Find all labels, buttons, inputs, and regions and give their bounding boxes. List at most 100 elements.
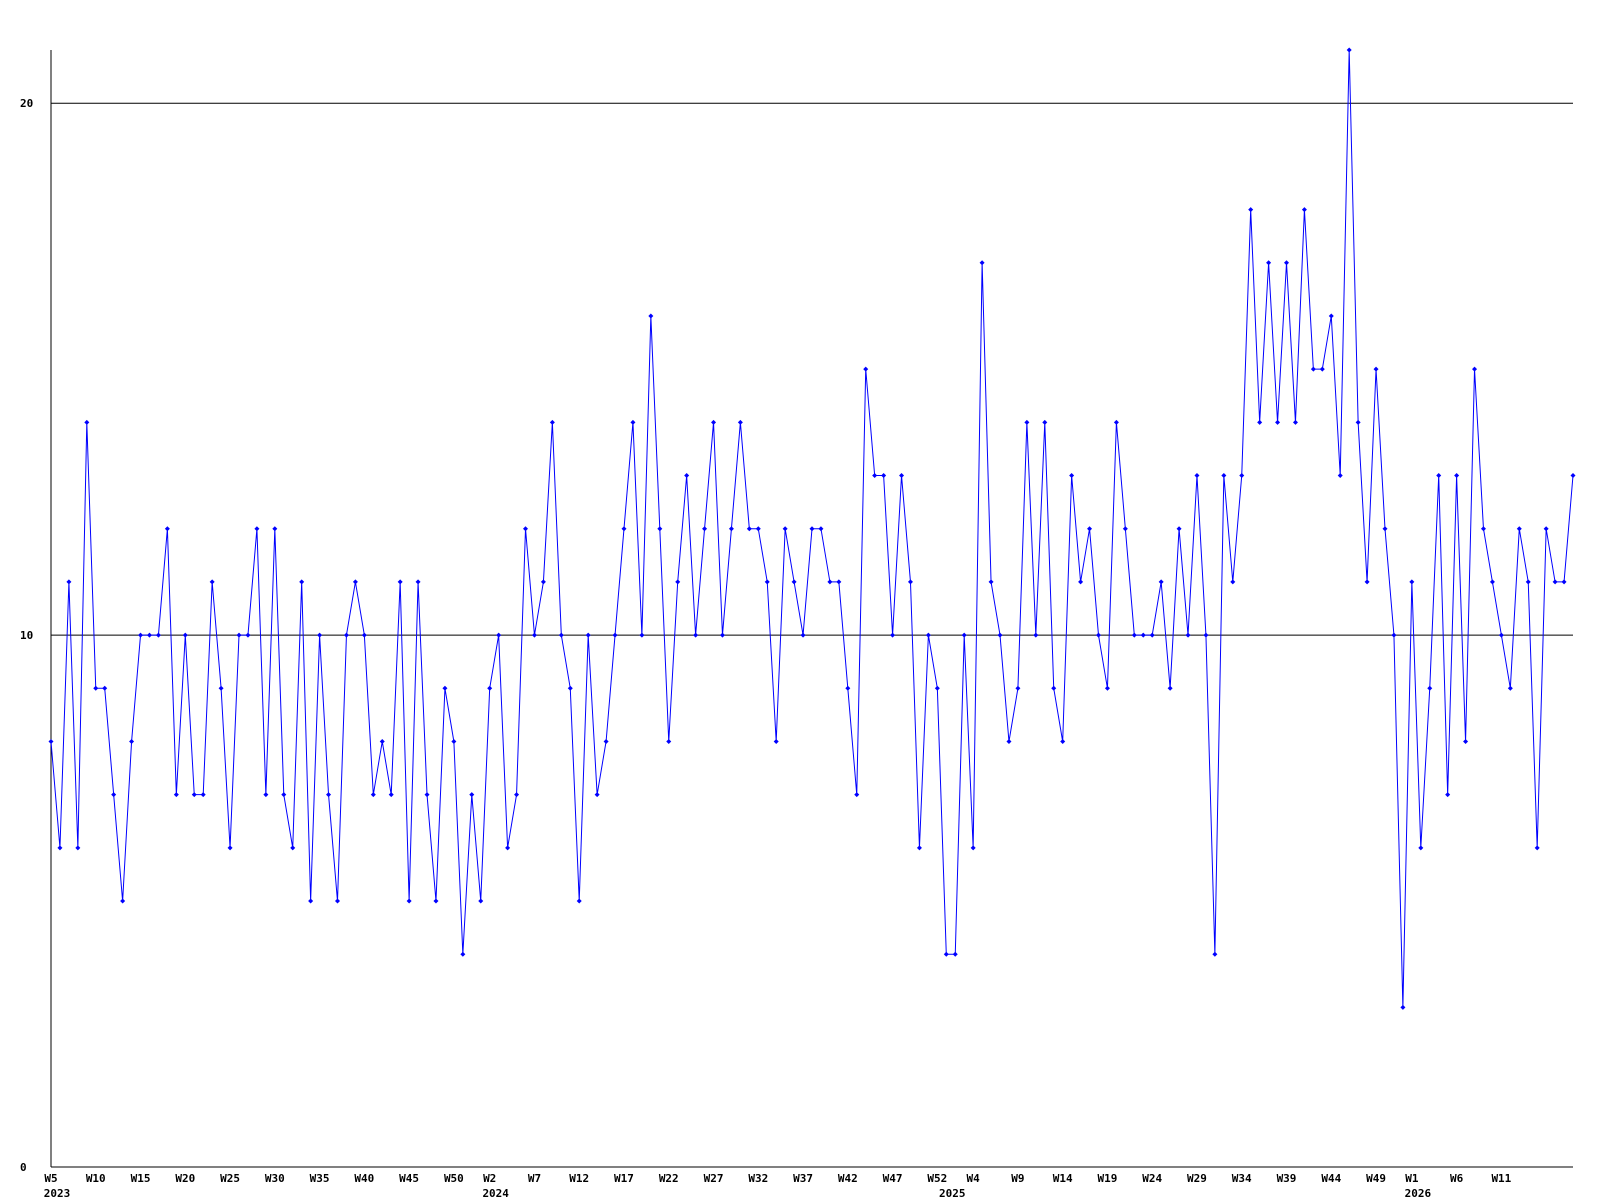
data-point [245, 632, 251, 638]
data-point [603, 738, 609, 744]
data-point [1051, 685, 1057, 691]
data-point [1337, 473, 1343, 479]
data-point [1122, 526, 1128, 532]
x-year-label: 2023 [44, 1187, 71, 1200]
x-tick-label: W17 [614, 1172, 634, 1185]
x-tick-label: W14 [1053, 1172, 1073, 1185]
data-point [711, 419, 717, 425]
x-tick-label: W50 [444, 1172, 464, 1185]
data-point [1239, 473, 1245, 479]
data-point [693, 632, 699, 638]
data-point [881, 473, 887, 479]
data-point [970, 845, 976, 851]
data-point [1042, 419, 1048, 425]
data-point [1230, 579, 1236, 585]
x-tick-label: W12 [569, 1172, 589, 1185]
data-point [496, 632, 502, 638]
x-tick-label: W19 [1098, 1172, 1118, 1185]
data-point [1454, 473, 1460, 479]
y-tick-label: 10 [20, 629, 33, 642]
data-point [1427, 685, 1433, 691]
x-year-label: 2024 [482, 1187, 509, 1200]
data-point [388, 792, 394, 798]
data-point [836, 579, 842, 585]
data-point [397, 579, 403, 585]
data-point [487, 685, 493, 691]
data-point [146, 632, 152, 638]
data-point [93, 685, 99, 691]
data-point [1024, 419, 1030, 425]
data-point [1248, 207, 1254, 213]
data-point [236, 632, 242, 638]
data-point [1391, 632, 1397, 638]
data-point [558, 632, 564, 638]
data-point [997, 632, 1003, 638]
data-point [1015, 685, 1021, 691]
data-point [343, 632, 349, 638]
data-point [657, 526, 663, 532]
data-point [1534, 845, 1540, 851]
data-point [773, 738, 779, 744]
data-point [943, 951, 949, 957]
data-point [263, 792, 269, 798]
data-point [979, 260, 985, 266]
data-point [326, 792, 332, 798]
data-point [218, 685, 224, 691]
data-point [1033, 632, 1039, 638]
data-point [406, 898, 412, 904]
data-point [1140, 632, 1146, 638]
data-point [57, 845, 63, 851]
data-point [925, 632, 931, 638]
x-tick-label: W24 [1142, 1172, 1162, 1185]
x-tick-label: W47 [883, 1172, 903, 1185]
data-point [1149, 632, 1155, 638]
data-point [334, 898, 340, 904]
x-tick-label: W34 [1232, 1172, 1252, 1185]
data-point [272, 526, 278, 532]
data-point [684, 473, 690, 479]
data-point [424, 792, 430, 798]
x-tick-label: W30 [265, 1172, 285, 1185]
data-point [818, 526, 824, 532]
data-point [451, 738, 457, 744]
data-point [863, 366, 869, 372]
data-point [48, 738, 54, 744]
data-point [916, 845, 922, 851]
x-year-label: 2026 [1405, 1187, 1432, 1200]
data-point [702, 526, 708, 532]
x-tick-label: W42 [838, 1172, 858, 1185]
x-tick-label: W39 [1277, 1172, 1297, 1185]
data-point [1310, 366, 1316, 372]
data-point [1364, 579, 1370, 585]
data-point [1078, 579, 1084, 585]
data-point [845, 685, 851, 691]
data-point [934, 685, 940, 691]
data-point [1087, 526, 1093, 532]
data-point [505, 845, 511, 851]
x-tick-label: W29 [1187, 1172, 1207, 1185]
data-point [594, 792, 600, 798]
data-point [281, 792, 287, 798]
data-point [1257, 419, 1263, 425]
data-point [1292, 419, 1298, 425]
data-point [540, 579, 546, 585]
data-point [514, 792, 520, 798]
data-point [370, 792, 376, 798]
data-point [227, 845, 233, 851]
data-point [809, 526, 815, 532]
data-point [800, 632, 806, 638]
data-point [1489, 579, 1495, 585]
data-point [612, 632, 618, 638]
data-point [1104, 685, 1110, 691]
data-point [1113, 419, 1119, 425]
x-tick-label: W35 [310, 1172, 330, 1185]
data-point [1158, 579, 1164, 585]
y-tick-label: 0 [20, 1161, 27, 1174]
x-tick-label: W40 [354, 1172, 374, 1185]
data-point [1275, 419, 1281, 425]
data-point [1552, 579, 1558, 585]
data-point [1498, 632, 1504, 638]
data-point [782, 526, 788, 532]
